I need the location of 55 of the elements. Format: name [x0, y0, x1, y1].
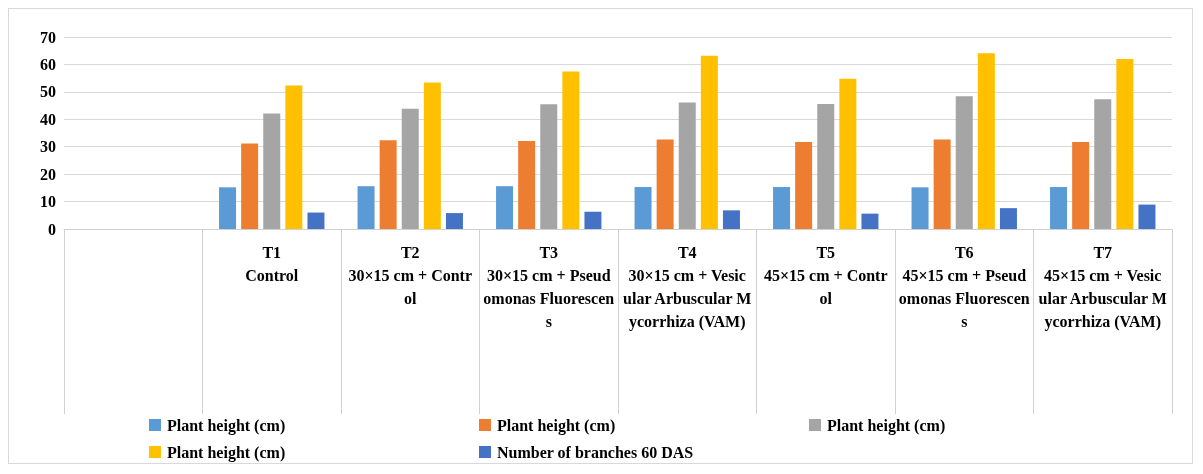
bar	[722, 210, 740, 229]
y-tick-label: 40	[40, 110, 56, 128]
bar	[817, 103, 835, 229]
bar	[977, 53, 995, 229]
bar	[999, 208, 1017, 229]
x-tick-label: T3 30×15 cm + Pseudomonas Fluorescens	[483, 244, 615, 330]
bar	[795, 142, 813, 229]
y-tick-label: 70	[40, 28, 56, 46]
bar	[1116, 58, 1134, 229]
x-tick-label: T1 Control	[245, 244, 299, 284]
x-tick-label: T7 45×15 cm + Vesicular Arbuscular Mycorrhiza (VAM)	[1038, 244, 1167, 331]
bar	[700, 55, 718, 229]
y-tick-label: 60	[40, 55, 56, 73]
bar	[241, 143, 259, 229]
bar	[379, 140, 397, 229]
y-tick-label: 10	[40, 193, 56, 211]
bar	[678, 102, 696, 229]
bar	[584, 211, 602, 229]
bar	[1050, 187, 1068, 229]
bar	[423, 82, 441, 229]
x-tick-label: T2 30×15 cm + Control	[348, 244, 473, 307]
x-tick-label: T6 45×15 cm + Pseudomonas Fluorescens	[898, 244, 1030, 330]
bar	[1072, 142, 1090, 229]
legend-label: Plant height (cm)	[827, 416, 946, 435]
legend-label: Number of branches 60 DAS	[497, 443, 694, 461]
bar	[634, 187, 652, 229]
bar	[911, 187, 929, 229]
bar	[496, 186, 514, 229]
bar	[955, 96, 973, 229]
bar	[933, 139, 951, 229]
x-tick-label: T5 45×15 cm + Control	[763, 244, 888, 307]
bar	[219, 187, 237, 229]
bar	[445, 213, 463, 229]
bar	[307, 212, 325, 229]
x-tick-label: T4 30×15 cm + Vesicular Arbuscular Mycorrhiza (VAM)	[623, 244, 752, 331]
bar	[656, 139, 674, 229]
bar	[1094, 99, 1112, 229]
bar	[518, 140, 536, 229]
bar	[773, 187, 791, 229]
bar	[1138, 204, 1156, 229]
bar	[839, 78, 857, 229]
bar	[861, 213, 879, 229]
bar	[540, 104, 558, 229]
legend-label: Plant height (cm)	[497, 416, 616, 435]
y-tick-label: 50	[40, 83, 56, 101]
bar	[562, 71, 580, 229]
bar	[263, 113, 281, 229]
y-tick-label: 20	[40, 165, 56, 183]
bar	[357, 186, 375, 229]
bar	[401, 108, 419, 229]
y-tick-label: 0	[48, 220, 56, 238]
legend-label: Plant height (cm)	[167, 416, 286, 435]
y-tick-label: 30	[40, 138, 56, 156]
legend-label: Plant height (cm)	[167, 443, 286, 462]
bar	[285, 85, 303, 229]
